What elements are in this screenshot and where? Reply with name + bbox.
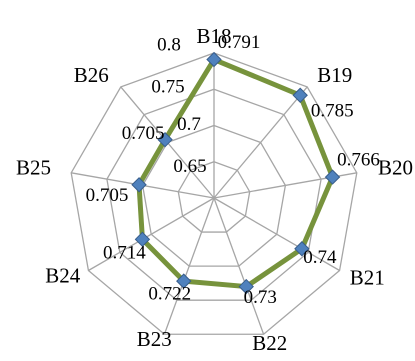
data-point-b24	[134, 231, 151, 248]
category-label-b22: B22	[252, 331, 287, 355]
data-label-b18: 0.791	[218, 32, 261, 53]
label-layer: 0.8 0.75 0.7 0.65 B18 B19 B20 B21 B22 B23 B24 B25 B2…	[16, 24, 413, 355]
series-layer	[131, 51, 341, 295]
data-label-b20: 0.766	[337, 149, 380, 170]
series-line	[136, 57, 336, 290]
category-label-b24: B24	[45, 263, 81, 287]
category-label-b25: B25	[16, 156, 51, 180]
data-point-b19	[292, 87, 308, 103]
category-label-b20: B20	[378, 156, 413, 180]
data-point-b23	[176, 273, 192, 289]
spoke-b24	[88, 197, 215, 272]
data-point-b25	[131, 177, 147, 193]
category-label-b23: B23	[137, 327, 172, 351]
spoke-b21	[213, 197, 340, 272]
tick-label: 0.8	[157, 34, 181, 55]
category-label-b18: B18	[196, 24, 231, 48]
data-point-b20	[324, 169, 341, 185]
spoke-b23	[163, 197, 215, 335]
category-label-b26: B26	[74, 63, 109, 87]
data-label-b23: 0.722	[148, 283, 191, 304]
data-point-b22	[238, 278, 254, 295]
data-label-b26: 0.705	[122, 123, 165, 144]
spoke-b22	[213, 197, 265, 335]
grid-ring-3	[106, 88, 322, 301]
data-point-b18	[206, 51, 222, 68]
data-label-b21: 0.74	[303, 247, 337, 268]
data-label-b22: 0.73	[244, 287, 277, 308]
tick-label: 0.75	[151, 77, 184, 98]
grid-ring-2	[141, 124, 287, 267]
category-label-b21: B21	[350, 265, 385, 289]
data-point-b26	[157, 131, 173, 148]
data-label-b24: 0.714	[103, 243, 146, 264]
spoke-b19	[213, 86, 308, 199]
grid-ring-4	[70, 52, 358, 335]
category-label-b19: B19	[317, 63, 352, 87]
data-label-b19: 0.785	[311, 101, 354, 122]
grid-ring-1	[177, 161, 251, 233]
data-label-b25: 0.705	[86, 185, 129, 206]
tick-label: 0.65	[173, 156, 206, 177]
tick-label: 0.7	[177, 114, 201, 135]
data-point-b21	[294, 241, 310, 257]
